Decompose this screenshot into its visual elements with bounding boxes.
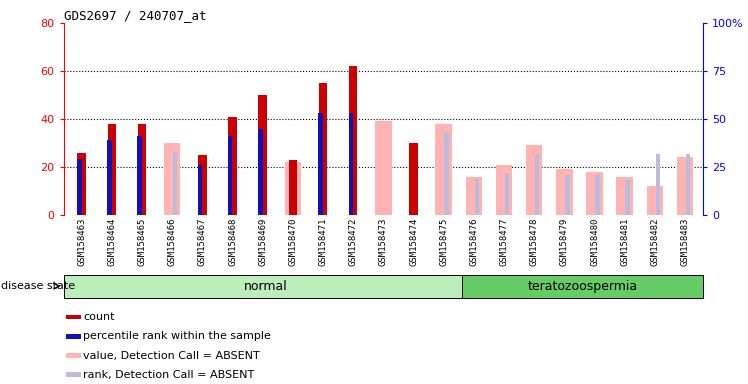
Text: normal: normal xyxy=(244,280,287,293)
Text: GSM158472: GSM158472 xyxy=(349,218,358,266)
Text: GSM158471: GSM158471 xyxy=(319,218,328,266)
Bar xyxy=(505,173,509,215)
Bar xyxy=(616,177,633,215)
Bar xyxy=(107,140,111,215)
Bar xyxy=(595,175,600,215)
Bar xyxy=(677,157,693,215)
Bar xyxy=(474,179,479,215)
Bar xyxy=(108,124,116,215)
Bar xyxy=(625,180,630,215)
Text: GSM158464: GSM158464 xyxy=(108,218,117,266)
Bar xyxy=(409,143,417,215)
Bar xyxy=(556,169,573,215)
Text: GSM158477: GSM158477 xyxy=(500,218,509,266)
Bar xyxy=(535,154,539,215)
Text: GSM158479: GSM158479 xyxy=(560,218,568,266)
Text: teratozoospermia: teratozoospermia xyxy=(527,280,637,293)
Bar xyxy=(197,165,202,215)
Bar xyxy=(465,177,482,215)
Bar xyxy=(228,136,233,215)
Bar xyxy=(284,162,301,215)
Bar xyxy=(66,315,81,319)
Text: GSM158466: GSM158466 xyxy=(168,218,177,266)
Bar xyxy=(444,132,449,215)
Bar xyxy=(66,353,81,358)
Text: GSM158476: GSM158476 xyxy=(469,218,479,266)
Text: GSM158469: GSM158469 xyxy=(258,218,267,266)
Bar xyxy=(435,124,452,215)
Text: percentile rank within the sample: percentile rank within the sample xyxy=(83,331,272,341)
Text: GSM158465: GSM158465 xyxy=(138,218,147,266)
Bar xyxy=(565,175,570,215)
Text: value, Detection Call = ABSENT: value, Detection Call = ABSENT xyxy=(83,351,260,361)
Text: count: count xyxy=(83,312,114,322)
Bar xyxy=(228,117,236,215)
Bar xyxy=(462,275,703,298)
Bar xyxy=(319,83,327,215)
Text: GSM158483: GSM158483 xyxy=(681,218,690,266)
Text: GSM158480: GSM158480 xyxy=(590,218,599,266)
Bar xyxy=(259,95,267,215)
Text: GSM158481: GSM158481 xyxy=(620,218,629,266)
Bar xyxy=(496,165,512,215)
Text: rank, Detection Call = ABSENT: rank, Detection Call = ABSENT xyxy=(83,370,254,380)
Bar xyxy=(686,154,690,215)
Bar xyxy=(646,186,663,215)
Text: GSM158474: GSM158474 xyxy=(409,218,418,266)
Bar xyxy=(138,124,147,215)
Bar xyxy=(349,66,358,215)
Text: GSM158467: GSM158467 xyxy=(198,218,207,266)
Text: GDS2697 / 240707_at: GDS2697 / 240707_at xyxy=(64,9,206,22)
Text: GSM158463: GSM158463 xyxy=(77,218,86,266)
Bar xyxy=(586,172,603,215)
Bar xyxy=(164,143,180,215)
Text: disease state: disease state xyxy=(1,281,76,291)
Bar xyxy=(375,121,392,215)
Text: GSM158475: GSM158475 xyxy=(439,218,448,266)
Bar xyxy=(173,152,177,215)
Bar xyxy=(289,160,297,215)
Bar xyxy=(66,334,81,339)
Bar xyxy=(655,154,660,215)
Bar xyxy=(258,129,263,215)
Bar xyxy=(64,275,462,298)
Text: GSM158468: GSM158468 xyxy=(228,218,237,266)
Bar xyxy=(319,113,323,215)
Text: GSM158478: GSM158478 xyxy=(530,218,539,266)
Text: GSM158470: GSM158470 xyxy=(288,218,298,266)
Bar xyxy=(78,152,86,215)
Bar xyxy=(349,113,353,215)
Bar xyxy=(198,155,206,215)
Text: GSM158473: GSM158473 xyxy=(378,218,388,266)
Bar xyxy=(77,159,82,215)
Text: GSM158482: GSM158482 xyxy=(650,218,659,266)
Bar xyxy=(66,372,81,377)
Bar xyxy=(138,136,142,215)
Bar xyxy=(526,146,542,215)
